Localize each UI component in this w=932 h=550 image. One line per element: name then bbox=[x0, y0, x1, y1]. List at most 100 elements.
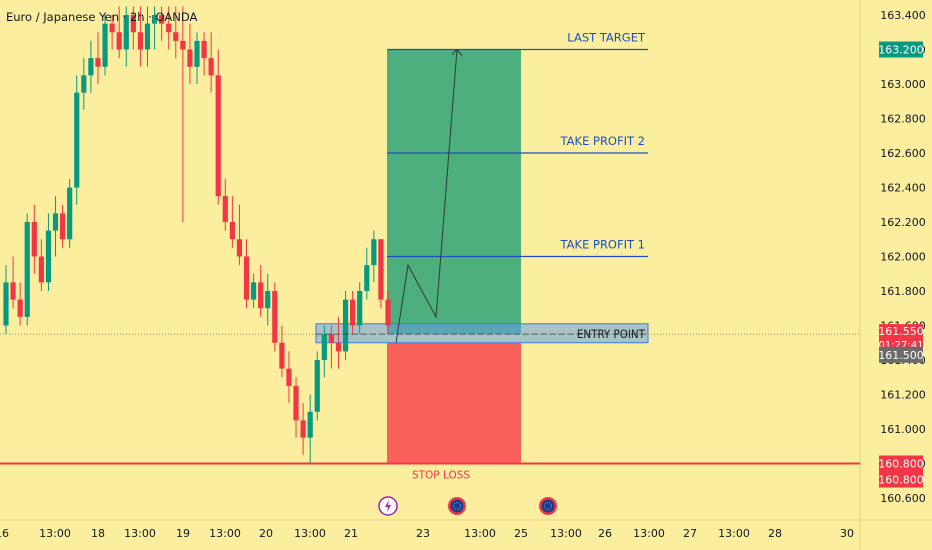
x-tick-label: 26 bbox=[598, 527, 612, 540]
candle-body bbox=[187, 49, 193, 67]
chart-title: Euro / Japanese Yen · 2h · OANDA bbox=[6, 10, 198, 24]
candle-body bbox=[335, 342, 342, 352]
candle-body bbox=[123, 15, 129, 50]
x-tick-label: 13:00 bbox=[209, 527, 241, 540]
flag-icon-stars bbox=[544, 502, 552, 510]
y-tick-label: 162.000 bbox=[880, 251, 926, 264]
entry-zone[interactable] bbox=[315, 323, 649, 344]
candle-body bbox=[151, 15, 158, 24]
candle-body bbox=[180, 40, 186, 50]
candle-body bbox=[137, 32, 144, 50]
candle-body bbox=[102, 23, 108, 67]
y-tick-label: 163.000 bbox=[880, 78, 926, 91]
candle-body bbox=[350, 299, 356, 326]
price-tag-countdown: 01:27:41 bbox=[879, 340, 924, 351]
projection-arrowhead bbox=[451, 48, 463, 56]
candle-body bbox=[24, 222, 30, 317]
candle-body bbox=[67, 187, 73, 240]
y-tick-label: 161.000 bbox=[880, 423, 926, 436]
stop-loss-label: STOP LOSS bbox=[412, 470, 470, 482]
stop-zone bbox=[387, 342, 521, 464]
candle-body bbox=[222, 196, 228, 222]
candle-body bbox=[236, 239, 243, 257]
price-tag-last-target: 163.200 bbox=[878, 44, 924, 57]
candle-body bbox=[95, 58, 101, 67]
y-tick-label: 160.600 bbox=[880, 492, 926, 505]
candle-body bbox=[243, 256, 250, 300]
candle-body bbox=[31, 222, 37, 257]
price-tag-entry-low: 161.500 bbox=[878, 349, 924, 362]
lightning-icon bbox=[385, 500, 391, 512]
price-tag-stop-2: 160.800 bbox=[878, 474, 924, 487]
price-tag-entry-low-bg bbox=[879, 346, 923, 363]
x-tick-label: 13:00 bbox=[124, 527, 156, 540]
x-tick-label: 21 bbox=[344, 527, 358, 540]
candle-body bbox=[293, 385, 299, 421]
x-tick-label: 13:00 bbox=[633, 527, 665, 540]
candle-body bbox=[130, 15, 136, 33]
flag-icon bbox=[450, 499, 464, 513]
candle-body bbox=[116, 32, 122, 50]
x-tick-label: 13:00 bbox=[294, 527, 326, 540]
flag-icon bbox=[541, 499, 555, 513]
price-tag-stop-2-bg bbox=[879, 471, 923, 488]
candle-body bbox=[166, 23, 172, 33]
candle-body bbox=[250, 282, 257, 300]
x-tick-label: 18 bbox=[91, 527, 105, 540]
candle-body bbox=[81, 75, 87, 93]
y-tick-label: 162.800 bbox=[880, 113, 926, 126]
candle-body bbox=[307, 411, 313, 438]
candle-body bbox=[378, 239, 384, 300]
candle-body bbox=[88, 58, 94, 76]
candle-body bbox=[201, 40, 207, 59]
candle-body bbox=[10, 282, 16, 300]
candle-body bbox=[194, 40, 200, 67]
candle-body bbox=[208, 58, 214, 76]
candle-body bbox=[74, 92, 80, 188]
candle-body bbox=[342, 299, 349, 352]
x-tick-label: 28 bbox=[768, 527, 782, 540]
price-tag-stop-1-bg bbox=[879, 455, 923, 472]
flag-icon-stars bbox=[453, 502, 461, 510]
x-tick-label: 30 bbox=[840, 527, 854, 540]
target-zone bbox=[387, 49, 521, 335]
candle-body bbox=[357, 291, 363, 326]
candle-body bbox=[314, 360, 320, 412]
candle-body bbox=[321, 334, 327, 360]
x-tick-label: 13:00 bbox=[39, 527, 71, 540]
candle-body bbox=[109, 23, 115, 33]
price-tag-current: 161.550 bbox=[878, 325, 924, 338]
price-tag-stop-1: 160.800 bbox=[878, 458, 924, 471]
candle-body bbox=[272, 291, 278, 343]
projection-path[interactable] bbox=[395, 49, 458, 343]
candle-body bbox=[279, 342, 285, 369]
candle-body bbox=[45, 230, 52, 283]
x-tick-label: 13:00 bbox=[464, 527, 496, 540]
y-tick-label: 162.600 bbox=[880, 147, 926, 160]
take-profit-2-label: TAKE PROFIT 2 bbox=[560, 134, 645, 148]
candle-body bbox=[215, 75, 221, 197]
entry-point-label: ENTRY POINT bbox=[577, 327, 646, 341]
candle-body bbox=[173, 32, 179, 41]
last-target-label: LAST TARGET bbox=[567, 31, 646, 45]
candle-body bbox=[364, 265, 370, 291]
x-tick-label: 25 bbox=[514, 527, 528, 540]
candle-body bbox=[328, 334, 335, 343]
take-profit-1-label: TAKE PROFIT 1 bbox=[560, 238, 645, 252]
x-tick-label: 20 bbox=[259, 527, 273, 540]
y-tick-label: 163.400 bbox=[880, 9, 926, 22]
candle-body bbox=[286, 368, 292, 386]
y-tick-label: 162.200 bbox=[880, 216, 926, 229]
candle-body bbox=[258, 282, 264, 309]
x-tick-label: 19 bbox=[176, 527, 190, 540]
candle-body bbox=[3, 282, 9, 326]
candle-body bbox=[38, 256, 44, 283]
candle-body bbox=[144, 23, 151, 50]
x-tick-label: 16 bbox=[0, 527, 9, 540]
y-tick-label: 162.400 bbox=[880, 182, 926, 195]
candle-body bbox=[371, 239, 377, 266]
candle-body bbox=[385, 299, 391, 326]
y-tick-label: 161.800 bbox=[880, 285, 926, 298]
